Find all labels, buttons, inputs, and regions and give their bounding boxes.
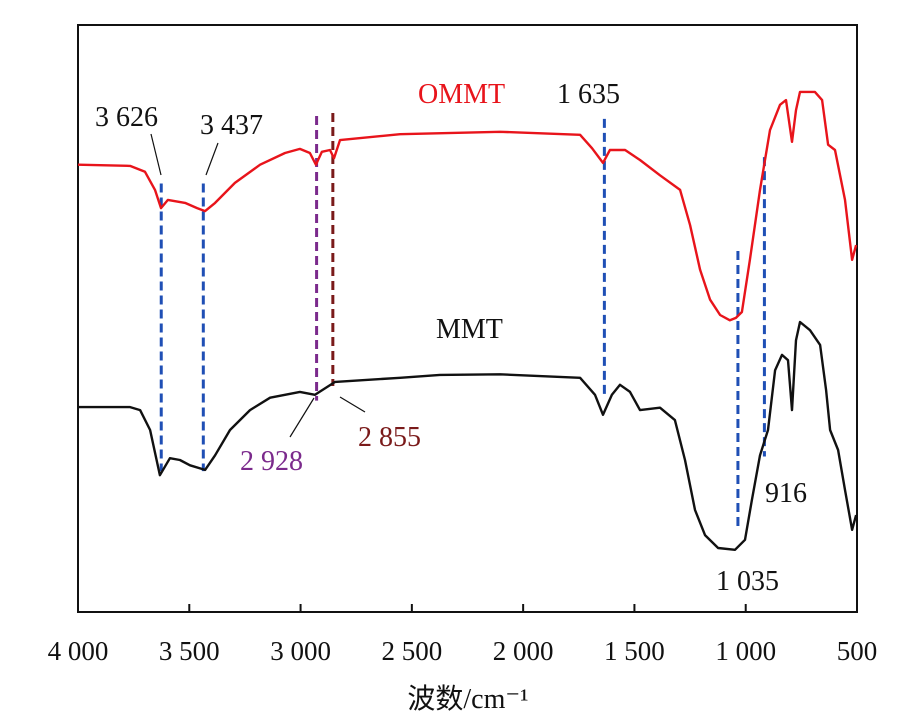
peak-label-2928: 2 928 bbox=[240, 446, 303, 477]
peak-leader-line bbox=[205, 142, 219, 176]
peak-label-1635: 1 635 bbox=[557, 79, 620, 110]
peak-label-2855: 2 855 bbox=[358, 422, 421, 453]
x-tick-label: 3 000 bbox=[270, 636, 331, 666]
peak-label-3437: 3 437 bbox=[200, 110, 263, 141]
peak-leader-line bbox=[289, 397, 315, 438]
peak-leader-line bbox=[150, 133, 162, 176]
peak-label-916: 916 bbox=[765, 478, 807, 509]
peak-leader-line bbox=[339, 396, 366, 413]
series-line-ommt bbox=[77, 90, 858, 322]
x-axis-label: 波数/cm⁻¹ bbox=[407, 683, 528, 715]
x-tick-label: 1 000 bbox=[715, 636, 776, 666]
x-tick-label: 500 bbox=[837, 636, 878, 666]
x-tick-label: 4 000 bbox=[48, 636, 109, 666]
x-tick-label: 1 500 bbox=[604, 636, 665, 666]
series-label-ommt: OMMT bbox=[418, 79, 505, 110]
x-tick-label: 2 500 bbox=[381, 636, 442, 666]
peak-label-3626: 3 626 bbox=[95, 102, 158, 133]
peak-label-1035: 1 035 bbox=[716, 566, 779, 597]
series-line-mmt bbox=[78, 320, 858, 551]
series-label-mmt: MMT bbox=[436, 314, 503, 345]
x-tick-label: 3 500 bbox=[159, 636, 220, 666]
plot-frame bbox=[77, 24, 858, 613]
x-tick-label: 2 000 bbox=[493, 636, 554, 666]
